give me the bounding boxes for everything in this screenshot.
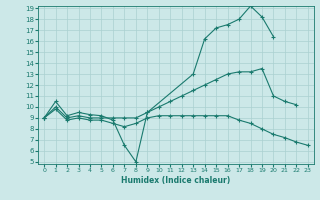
X-axis label: Humidex (Indice chaleur): Humidex (Indice chaleur) xyxy=(121,176,231,185)
